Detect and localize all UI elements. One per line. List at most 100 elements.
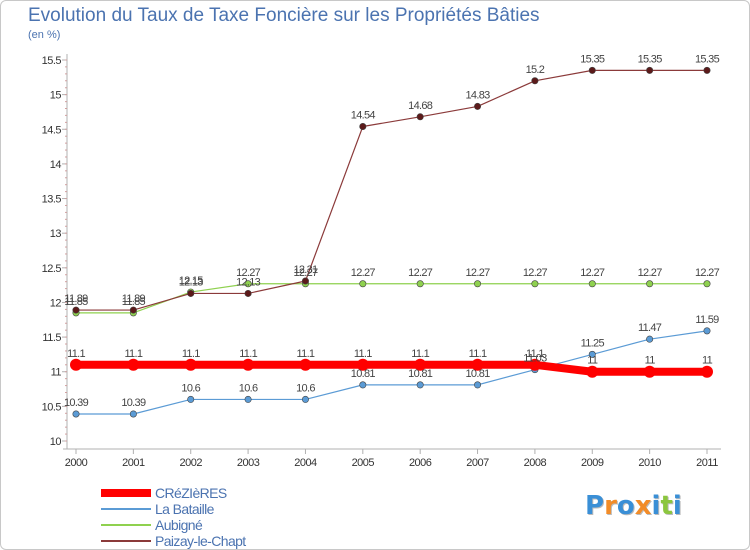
data-label: 11 — [587, 355, 598, 367]
data-label: 12.31 — [293, 264, 318, 276]
x-tick-label: 2004 — [294, 457, 317, 469]
data-point — [129, 410, 137, 418]
legend-swatch-crezieres — [101, 489, 151, 497]
data-label: 11.89 — [64, 293, 88, 305]
y-tick-label: 13 — [50, 228, 62, 240]
data-point — [244, 395, 252, 403]
data-point — [187, 395, 195, 403]
data-point — [301, 395, 309, 403]
data-point — [643, 365, 656, 378]
x-tick-label: 2001 — [122, 457, 145, 469]
data-label: 15.35 — [695, 53, 720, 65]
data-point — [646, 335, 654, 343]
data-point — [242, 358, 255, 371]
legend-swatch-la-bataille — [101, 508, 151, 510]
data-label: 12.27 — [293, 267, 318, 279]
data-point — [72, 410, 80, 418]
data-point — [528, 358, 541, 371]
data-label: 14.54 — [351, 110, 376, 122]
chart-unit: (en %) — [28, 29, 61, 41]
y-tick-label: 13.5 — [42, 194, 62, 206]
data-label: 11.1 — [411, 348, 429, 360]
data-label: 11.1 — [124, 348, 142, 360]
data-label: 15.2 — [526, 64, 545, 76]
data-label: 11.1 — [526, 348, 544, 360]
data-point — [588, 280, 596, 288]
series-line — [76, 69, 707, 311]
data-point — [646, 280, 654, 288]
data-point — [646, 66, 654, 74]
series-line — [76, 360, 707, 376]
data-label: 11.1 — [239, 348, 257, 360]
data-label: 12.27 — [638, 267, 663, 279]
data-label: 11.1 — [67, 348, 85, 360]
data-label: 11.85 — [122, 296, 146, 308]
y-tick-label: 14 — [50, 159, 62, 171]
data-label: 15.35 — [638, 53, 663, 65]
legend-swatch-paizay-le-chapt — [101, 540, 151, 542]
logo-letter: o — [616, 491, 635, 521]
data-labels-layer: 11.1 11.1 11.1 11.1 11.1 11.1 11.1 11.1 11.1 11 11… — [64, 53, 720, 409]
data-point — [416, 113, 424, 121]
logo-letter: P — [585, 491, 605, 521]
data-point — [299, 358, 312, 371]
data-point — [701, 365, 713, 378]
data-label: 10.6 — [239, 382, 258, 394]
proxiti-logo: Proxiti — [585, 491, 682, 521]
data-point — [474, 280, 482, 288]
x-tick-label: 2003 — [237, 457, 260, 469]
y-tick-label: 11 — [51, 367, 62, 379]
x-tick-label: 2002 — [179, 457, 202, 469]
data-label: 12.13 — [179, 276, 204, 288]
data-label: 11.89 — [122, 293, 146, 305]
data-point — [471, 358, 484, 371]
data-point — [703, 66, 711, 74]
x-tick-label: 2008 — [524, 457, 547, 469]
logo-letter: r — [604, 491, 617, 521]
data-point — [588, 66, 596, 74]
data-point — [414, 358, 427, 371]
x-tick-label: 2005 — [352, 457, 375, 469]
x-tick-label: 2006 — [409, 457, 432, 469]
data-point — [127, 358, 140, 371]
data-point — [301, 277, 309, 285]
data-label: 10.6 — [296, 382, 315, 394]
y-tick-label: 12.5 — [42, 263, 62, 275]
series-layer — [70, 66, 713, 418]
data-point — [531, 280, 539, 288]
data-point — [70, 358, 82, 371]
data-point — [244, 280, 252, 288]
data-point — [184, 358, 197, 371]
data-point — [244, 289, 252, 297]
y-tick-label: 12 — [50, 297, 62, 309]
x-tick-label: 2011 — [696, 457, 718, 469]
data-point — [586, 365, 599, 378]
x-tick-label: 2009 — [581, 457, 604, 469]
data-label: 11.25 — [581, 337, 605, 349]
series-line — [76, 330, 708, 415]
data-label: 10.81 — [351, 368, 376, 380]
data-label: 10.81 — [408, 368, 433, 380]
data-point — [129, 306, 137, 314]
chart-title: Evolution du Taux de Taxe Foncière sur l… — [28, 5, 540, 26]
data-label: 11 — [645, 355, 656, 367]
data-label: 12.27 — [351, 267, 376, 279]
data-point — [359, 280, 367, 288]
data-point — [474, 102, 482, 110]
data-label: 11 — [702, 355, 713, 367]
data-label: 12.13 — [236, 276, 261, 288]
data-point — [359, 123, 367, 131]
data-label: 14.83 — [466, 89, 491, 101]
data-label: 11.85 — [64, 296, 88, 308]
data-point — [356, 358, 369, 371]
data-label: 12.27 — [236, 267, 261, 279]
data-label: 10.39 — [121, 397, 146, 409]
legend-label: CRéZIèRES — [155, 485, 227, 501]
data-point — [588, 350, 596, 358]
data-label: 11.1 — [469, 348, 487, 360]
x-tick-label: 2000 — [65, 457, 88, 469]
series-line — [76, 283, 707, 314]
logo-letter: t — [660, 491, 673, 521]
data-label: 12.27 — [466, 267, 491, 279]
